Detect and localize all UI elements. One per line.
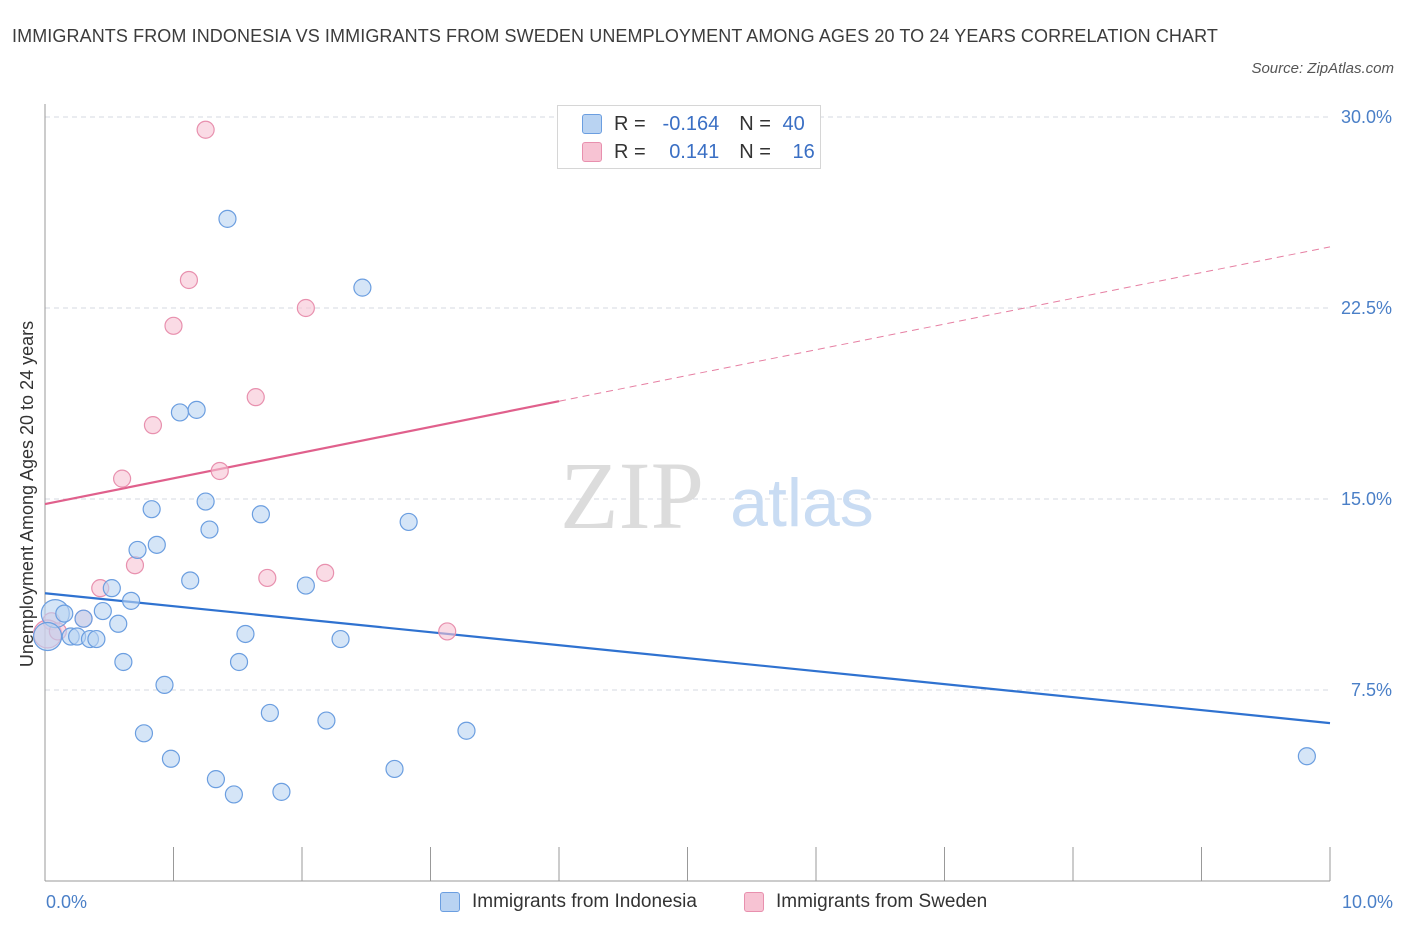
indonesia-point-13 [128,540,147,560]
x-tick-labels: 0.0% 10.0% [46,892,1393,912]
indonesia-point-39 [1297,747,1316,766]
legend-r-label-indonesia: R = [614,112,652,135]
indonesia-point-18 [161,749,181,768]
legend-label-sweden: Immigrants from Sweden [776,891,988,912]
sweden-point-14 [296,298,315,318]
indonesia-point-19 [170,403,190,422]
legend-n-value-indonesia: 40 [782,112,805,135]
axes [44,104,1331,882]
legend-item-indonesia: Immigrants from Indonesia [440,889,697,915]
indonesia-point-37 [399,512,418,532]
y-tick-label-1: 15.0% [1341,489,1392,509]
indonesia-point-15 [142,500,161,519]
indonesia-point-7 [87,629,106,649]
sweden-point-10 [196,120,215,139]
legend-label-indonesia: Immigrants from Indonesia [472,891,697,912]
sweden-point-8 [164,316,183,335]
trend-line-sweden [44,400,560,506]
legend-swatch-sweden-bottom [744,892,764,912]
stats-legend: R = -0.164 N = 40 R = 0.141 N = 16 [557,105,821,169]
indonesia-point-21 [187,400,206,419]
indonesia-point-12 [121,591,141,610]
indonesia-point-17 [155,675,174,695]
sweden-point-15 [316,563,335,582]
indonesia-point-26 [224,785,243,804]
legend-r-label-sweden: R = [614,140,652,163]
indonesia-point-2 [55,604,74,623]
sweden-point-5 [112,469,132,488]
sweden-point-12 [246,388,265,407]
indonesia-point-27 [229,652,249,672]
indonesia-point-20 [181,571,200,590]
legend-item-sweden: Immigrants from Sweden [744,889,987,915]
y-axis-label: Unemployment Among Ages 20 to 24 years [17,321,37,667]
indonesia-point-5 [74,609,93,628]
sweden-point-9 [179,270,199,290]
grid-lines [45,116,1330,691]
x-tick-label-1: 10.0% [1342,892,1393,912]
indonesia-point-8 [93,601,112,621]
indonesia-point-31 [272,782,291,801]
indonesia-point-25 [218,209,237,228]
watermark-atlas: atlas [730,465,874,541]
indonesia-point-14 [134,724,154,743]
watermark: ZIP atlas [560,442,874,549]
indonesia-point-23 [200,520,219,539]
chart-title: IMMIGRANTS FROM INDONESIA VS IMMIGRANTS … [12,26,1218,46]
y-tick-label-2: 22.5% [1341,298,1392,318]
indonesia-point-11 [114,652,133,672]
legend-r-value-indonesia: -0.164 [662,112,720,135]
indonesia-point-36 [385,759,404,779]
legend-n-label-indonesia: N = [739,112,777,135]
source-credit: Source: ZipAtlas.com [1251,60,1394,77]
indonesia-point-10 [109,614,128,633]
legend-n-value-sweden: 16 [792,140,815,163]
points-indonesia [32,209,1316,804]
sweden-point-13 [258,568,277,588]
indonesia-point-9 [102,579,121,598]
trend-line-indonesia [44,592,1331,725]
sweden-point-11 [210,461,229,481]
y-tick-label-0: 7.5% [1351,680,1392,700]
indonesia-point-38 [457,721,476,740]
indonesia-point-1 [32,621,63,652]
indonesia-point-16 [147,535,166,554]
watermark-zip: ZIP [560,442,704,549]
trend-line-sweden-dashed [558,246,1331,402]
indonesia-point-34 [331,629,350,649]
indonesia-point-30 [260,703,279,723]
legend-swatch-indonesia-bottom [440,892,460,912]
y-tick-label-3: 30.0% [1341,107,1392,127]
x-tick-label-0: 0.0% [46,892,87,912]
indonesia-point-33 [317,711,336,730]
trend-lines [44,246,1331,725]
legend-row-sweden: R = 0.141 N = 16 [582,139,815,165]
sweden-point-7 [143,416,163,435]
indonesia-point-29 [251,505,270,524]
sweden-point-16 [438,622,457,641]
legend-n-label-sweden: N = [739,140,777,163]
indonesia-point-28 [236,624,255,644]
legend-swatch-sweden [582,142,602,162]
legend-r-value-sweden: 0.141 [669,140,720,163]
legend-swatch-indonesia [582,114,602,134]
sweden-point-6 [125,556,145,575]
indonesia-point-32 [296,576,315,595]
points-sweden [32,120,457,649]
legend-row-indonesia: R = -0.164 N = 40 [582,111,805,137]
y-tick-labels: 7.5% 15.0% 22.5% 30.0% [1341,107,1392,700]
indonesia-point-24 [206,770,226,789]
indonesia-point-22 [196,492,215,511]
indonesia-point-35 [353,278,372,297]
